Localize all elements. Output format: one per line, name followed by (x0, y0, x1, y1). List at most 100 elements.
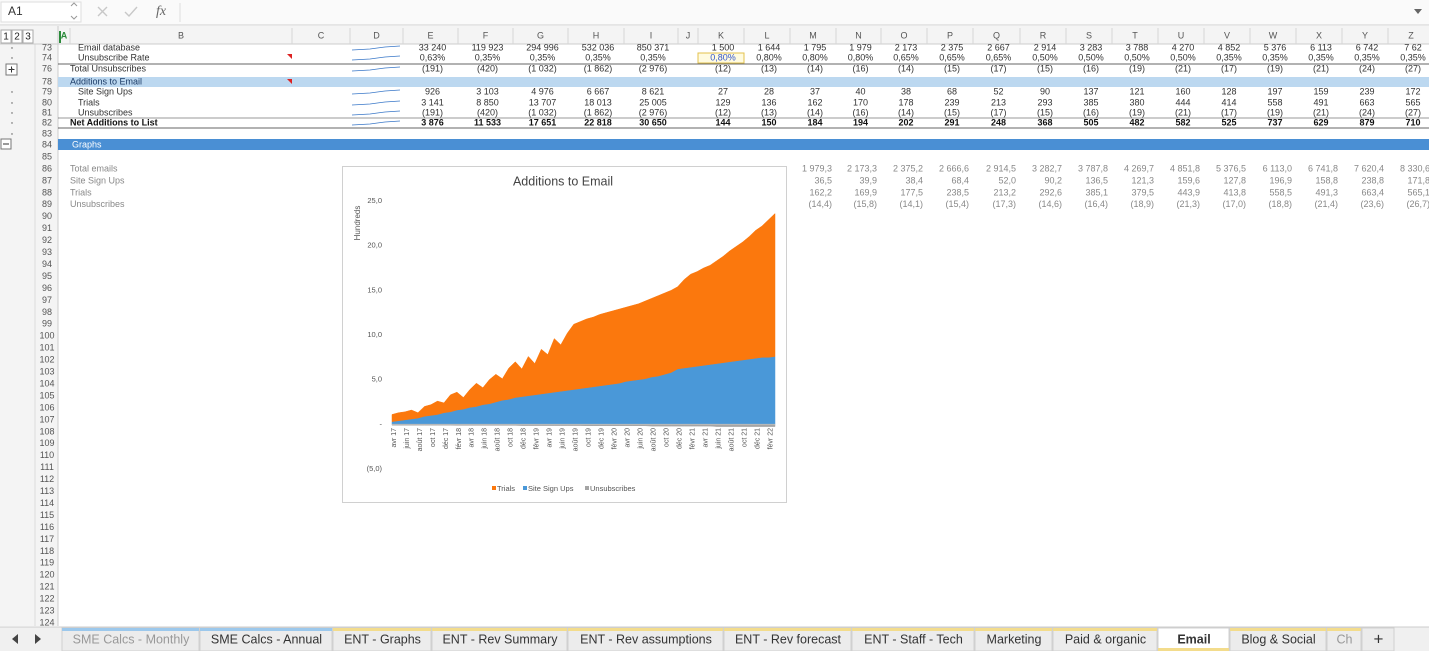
cell-value[interactable]: (19) (1267, 107, 1283, 117)
row-header[interactable]: 82 (42, 117, 52, 127)
row-header[interactable]: 88 (42, 187, 52, 197)
cell-value[interactable]: 2 173,3 (847, 163, 877, 173)
enter-icon[interactable] (124, 6, 138, 18)
cell-value[interactable]: 293 (1037, 97, 1052, 107)
tab-label[interactable]: ENT - Rev Summary (442, 632, 558, 646)
cell-value[interactable]: (21) (1175, 63, 1191, 73)
sheet-tab[interactable] (1361, 627, 1395, 651)
cell-value[interactable]: 2 375 (941, 42, 964, 52)
cell-value[interactable]: (12) (715, 63, 731, 73)
column-header[interactable]: G (537, 30, 544, 40)
row-header[interactable]: 90 (42, 211, 52, 221)
cell-value[interactable]: 194 (853, 117, 868, 127)
cell-value[interactable]: 0,80% (848, 52, 874, 62)
cell-value[interactable]: 663 (1359, 97, 1374, 107)
cell-value[interactable]: 0,65% (893, 52, 919, 62)
column-header[interactable]: C (318, 30, 325, 40)
column-header[interactable]: J (686, 30, 691, 40)
cell-value[interactable]: 172 (1405, 86, 1420, 96)
selected-cell[interactable] (697, 52, 745, 64)
cell-value[interactable]: (17) (990, 63, 1006, 73)
cell-value[interactable]: 25 005 (639, 97, 667, 107)
cell-value[interactable]: (1 862) (584, 63, 613, 73)
cell-value[interactable]: 379,5 (1131, 187, 1154, 197)
cell-value[interactable]: 7 62 (1404, 42, 1422, 52)
tab-scroll-right[interactable] (35, 634, 41, 644)
column-header[interactable]: A (61, 30, 68, 40)
cell-value[interactable]: 248 (991, 117, 1006, 127)
function-icon[interactable]: fx (156, 4, 167, 19)
cell-value[interactable]: 6 113 (1310, 42, 1332, 52)
tab-label[interactable]: Marketing (987, 632, 1042, 646)
cell-value[interactable]: 36,5 (814, 175, 832, 185)
cell-value[interactable]: (17) (1221, 107, 1237, 117)
cell-value[interactable]: 558,5 (1269, 187, 1292, 197)
cell-value[interactable]: 4 976 (531, 86, 554, 96)
cell-value[interactable]: (14,1) (899, 199, 923, 209)
cell-value[interactable]: (1 862) (584, 107, 613, 117)
cell-value[interactable]: 90 (1040, 86, 1050, 96)
row-header[interactable]: 103 (39, 367, 54, 377)
cell-value[interactable]: (14) (898, 107, 914, 117)
row-header[interactable]: 115 (40, 510, 54, 520)
cell-value[interactable]: 39,9 (859, 175, 877, 185)
cell-value[interactable]: 52 (993, 86, 1003, 96)
column-header[interactable]: P (947, 30, 953, 40)
cell-value[interactable]: (16,4) (1084, 199, 1108, 209)
cell-value[interactable]: 160 (1175, 86, 1190, 96)
column-header[interactable]: Z (1408, 30, 1414, 40)
tab-label[interactable]: SME Calcs - Monthly (73, 632, 190, 646)
cell-value[interactable]: 239 (1359, 86, 1374, 96)
tab-label[interactable]: Email (1177, 632, 1210, 646)
cell-value[interactable]: (16) (1083, 63, 1099, 73)
cell-value[interactable]: 2 173 (895, 42, 918, 52)
tab-label[interactable]: + (1374, 629, 1384, 648)
formula-expand[interactable] (1414, 9, 1422, 14)
column-header[interactable]: L (764, 30, 769, 40)
name-box[interactable] (0, 1, 82, 23)
tab-label[interactable]: ENT - Rev assumptions (580, 632, 712, 646)
cell-value[interactable]: (1 032) (528, 107, 557, 117)
cell-value[interactable]: (19) (1129, 107, 1145, 117)
cell-value[interactable]: (14) (898, 63, 914, 73)
row-header[interactable]: 87 (42, 175, 52, 185)
cell-value[interactable]: 162 (807, 97, 822, 107)
row-header[interactable]: 92 (42, 235, 52, 245)
row-header[interactable]: 118 (40, 546, 54, 556)
cell-value[interactable]: 3 876 (421, 117, 444, 127)
column-header[interactable]: O (900, 30, 907, 40)
cell-value[interactable]: 30 650 (639, 117, 667, 127)
row-header[interactable]: 83 (42, 128, 52, 138)
cell-value[interactable]: 0,50% (1170, 52, 1196, 62)
cell-value[interactable]: (18,8) (1268, 199, 1292, 209)
cell-value[interactable]: 413,8 (1223, 187, 1246, 197)
cell-value[interactable]: 90,2 (1044, 175, 1062, 185)
column-header[interactable]: F (483, 30, 489, 40)
cell-value[interactable]: 119 923 (472, 42, 504, 52)
cell-value[interactable]: (17,3) (992, 199, 1016, 209)
cell-value[interactable]: 0,63% (420, 52, 446, 62)
column-header[interactable]: E (427, 30, 433, 40)
cell-value[interactable]: 40 (855, 86, 865, 96)
row-header[interactable]: 91 (42, 223, 52, 233)
row-header[interactable]: 112 (40, 474, 54, 484)
cell-value[interactable]: (16) (852, 63, 868, 73)
cell-value[interactable]: 127,8 (1223, 175, 1246, 185)
row-header[interactable]: 97 (42, 295, 52, 305)
row-header[interactable]: 74 (42, 52, 52, 62)
cell-value[interactable]: 8 621 (642, 86, 665, 96)
cell-value[interactable]: (24) (1359, 107, 1375, 117)
cell-value[interactable]: 239 (944, 97, 959, 107)
cell-value[interactable]: 159 (1313, 86, 1328, 96)
cell-value[interactable]: (14,4) (808, 199, 832, 209)
cell-value[interactable]: 6 741,8 (1308, 163, 1338, 173)
cell-value[interactable]: (15,4) (945, 199, 969, 209)
row-header[interactable]: 116 (40, 522, 54, 532)
cell-value[interactable]: 3 788 (1126, 42, 1149, 52)
cell-value[interactable]: 491,3 (1315, 187, 1338, 197)
column-header[interactable]: U (1178, 30, 1185, 40)
tab-label[interactable]: Ch (1337, 632, 1353, 646)
cell-value[interactable]: 2 667 (987, 42, 1010, 52)
cell-value[interactable]: 629 (1313, 117, 1328, 127)
cell-value[interactable]: (191) (422, 63, 443, 73)
